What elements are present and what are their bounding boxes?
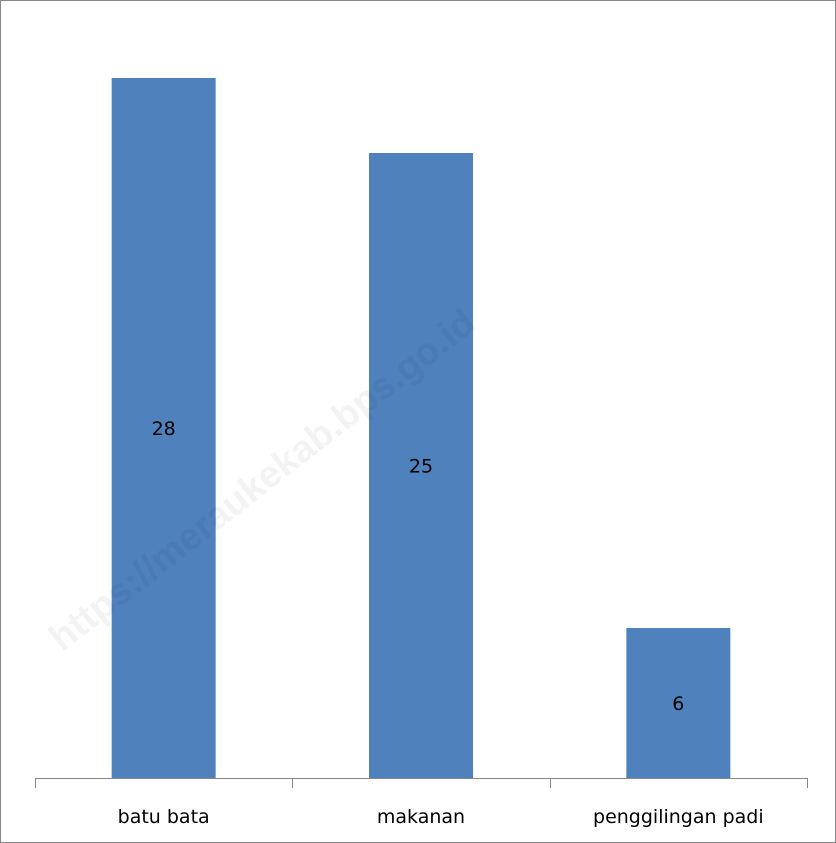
- data-label: 25: [409, 456, 433, 478]
- data-label: 6: [672, 693, 684, 715]
- data-label: 28: [152, 418, 176, 440]
- bar-penggilingan-padi: [626, 628, 731, 778]
- x-axis: [35, 778, 808, 788]
- labels-layer: 28 batu bata 25 makanan 6 penggilingan padi: [118, 418, 764, 828]
- category-label: makanan: [377, 806, 465, 828]
- category-label: penggilingan padi: [593, 806, 764, 828]
- bar-makanan: [369, 153, 473, 778]
- bar-batu-bata: [111, 78, 216, 778]
- category-label: batu bata: [118, 806, 210, 828]
- bars-layer: [111, 78, 731, 778]
